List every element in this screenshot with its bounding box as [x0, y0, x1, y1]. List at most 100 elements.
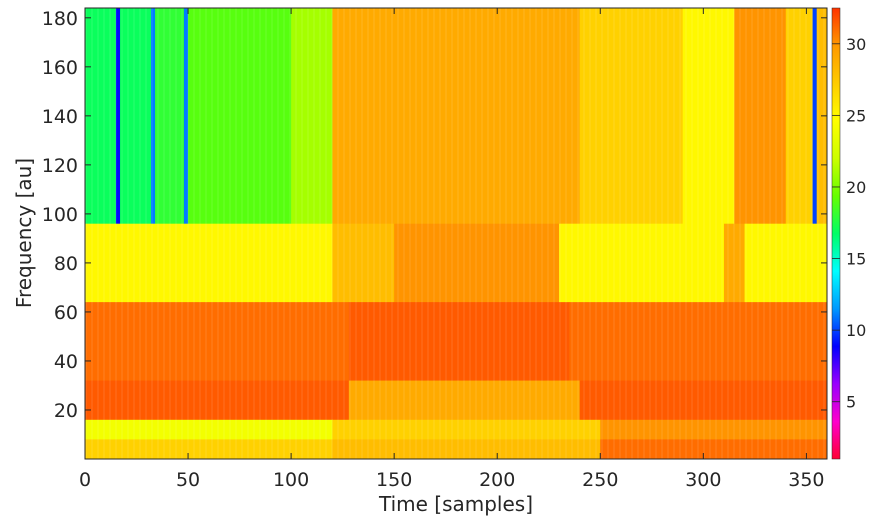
stripe-line — [337, 8, 339, 459]
stripe-line — [685, 8, 687, 459]
heatmap-cell — [115, 8, 121, 225]
stripe-line — [121, 8, 123, 459]
heatmap-cell — [85, 380, 350, 421]
heatmap-cell — [579, 380, 828, 421]
heatmap-cell — [785, 8, 814, 225]
stripe-line — [385, 8, 387, 459]
stripe-line — [475, 8, 477, 459]
stripe-line — [805, 8, 807, 459]
stripe-line — [457, 8, 459, 459]
stripe-line — [619, 8, 621, 459]
stripe-line — [571, 8, 573, 459]
stripe-line — [241, 8, 243, 459]
stripe-line — [589, 8, 591, 459]
heatmap-cell — [600, 439, 828, 460]
stripe-line — [133, 8, 135, 459]
stripe-line — [679, 8, 681, 459]
stripe-line — [697, 8, 699, 459]
stripe-line — [85, 8, 87, 459]
stripe-line — [823, 8, 825, 459]
colorbar-tick-label: 10 — [846, 321, 866, 340]
stripe-line — [661, 8, 663, 459]
stripe-line — [97, 8, 99, 459]
y-axis-ticks: 20 40 60 80 100 120 140 160 180 — [42, 8, 827, 422]
heatmap-cell — [332, 223, 395, 303]
stripe-line — [361, 8, 363, 459]
stripe-line — [175, 8, 177, 459]
stripe-line — [247, 8, 249, 459]
stripe-line — [439, 8, 441, 459]
stripe-line — [415, 8, 417, 459]
stripe-line — [355, 8, 357, 459]
stripe-line — [91, 8, 93, 459]
stripe-line — [703, 8, 705, 459]
colorbar-tick-label: 5 — [846, 393, 856, 412]
stripe-line — [631, 8, 633, 459]
stripe-line — [649, 8, 651, 459]
stripe-line — [613, 8, 615, 459]
stripe-line — [433, 8, 435, 459]
stripe-line — [283, 8, 285, 459]
heatmap-cell — [812, 8, 818, 225]
stripe-line — [721, 8, 723, 459]
stripe-line — [769, 8, 771, 459]
heatmap-cell — [600, 419, 828, 440]
stripe-line — [745, 8, 747, 459]
stripe-line — [523, 8, 525, 459]
x-tick-label: 350 — [788, 469, 824, 491]
stripe-line — [295, 8, 297, 459]
stripe-line — [547, 8, 549, 459]
heatmap-cell — [332, 8, 581, 225]
colorbar-tick-label: 15 — [846, 250, 866, 269]
stripe-line — [301, 8, 303, 459]
y-tick-label: 160 — [42, 57, 78, 79]
stripe-line — [487, 8, 489, 459]
stripe-line — [271, 8, 273, 459]
stripe-line — [757, 8, 759, 459]
stripe-line — [343, 8, 345, 459]
stripe-line — [643, 8, 645, 459]
stripe-line — [145, 8, 147, 459]
stripe-line — [751, 8, 753, 459]
x-tick-label: 0 — [79, 469, 91, 491]
colorbar-ticks: 5 10 15 20 25 30 — [832, 35, 866, 412]
stripe-line — [127, 8, 129, 459]
stripe-line — [817, 8, 819, 459]
y-tick-label: 60 — [54, 302, 78, 324]
heatmap-cell — [348, 302, 570, 382]
heatmap-cell — [682, 8, 735, 225]
stripe-line — [205, 8, 207, 459]
stripe-line — [409, 8, 411, 459]
stripe-line — [715, 8, 717, 459]
stripe-line — [397, 8, 399, 459]
y-axis-label: Frequency [au] — [12, 158, 36, 308]
stripe-line — [625, 8, 627, 459]
stripe-line — [787, 8, 789, 459]
heatmap-cell — [183, 8, 189, 225]
stripe-line — [799, 8, 801, 459]
stripe-line — [535, 8, 537, 459]
y-tick-label: 20 — [54, 400, 78, 422]
stripe-line — [505, 8, 507, 459]
stripe-line — [469, 8, 471, 459]
stripe-line — [607, 8, 609, 459]
stripe-line — [253, 8, 255, 459]
heatmap-cell — [85, 302, 350, 382]
colorbar-tick-label: 30 — [846, 35, 866, 54]
stripe-line — [325, 8, 327, 459]
x-axis-label: Time [samples] — [378, 492, 533, 516]
stripe-line — [289, 8, 291, 459]
stripe-line — [583, 8, 585, 459]
stripe-line — [493, 8, 495, 459]
stripe-line — [163, 8, 165, 459]
stripe-line — [445, 8, 447, 459]
stripe-line — [667, 8, 669, 459]
stripe-line — [103, 8, 105, 459]
stripe-line — [199, 8, 201, 459]
stripe-line — [463, 8, 465, 459]
stripe-line — [541, 8, 543, 459]
y-tick-label: 120 — [42, 155, 78, 177]
stripe-line — [655, 8, 657, 459]
stripe-line — [139, 8, 141, 459]
stripe-line — [331, 8, 333, 459]
